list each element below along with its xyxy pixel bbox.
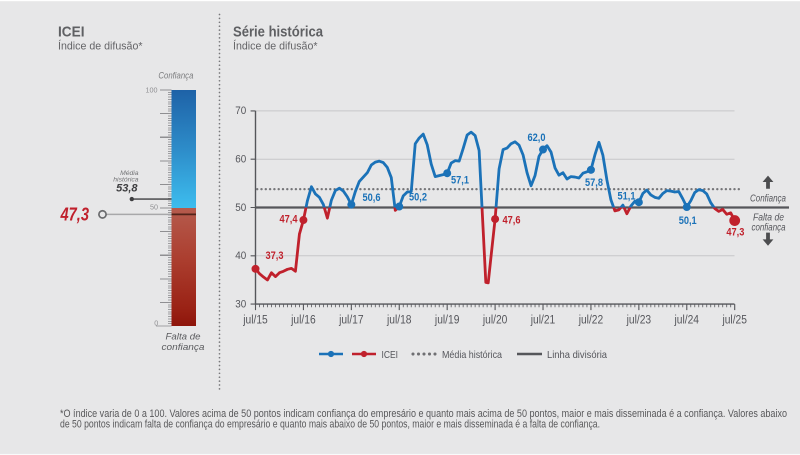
svg-text:70: 70 — [235, 105, 246, 117]
svg-text:jul/20: jul/20 — [482, 314, 507, 326]
svg-text:47,3: 47,3 — [60, 203, 90, 224]
svg-text:50,1: 50,1 — [679, 215, 697, 227]
svg-text:Falta de: Falta de — [166, 332, 201, 343]
svg-text:40: 40 — [235, 250, 246, 262]
svg-text:47,6: 47,6 — [503, 214, 521, 226]
svg-text:60: 60 — [235, 154, 246, 166]
svg-text:50: 50 — [235, 202, 246, 214]
svg-text:jul/24: jul/24 — [674, 314, 700, 326]
svg-text:57,8: 57,8 — [585, 177, 603, 189]
svg-text:confiança: confiança — [752, 223, 786, 234]
svg-text:jul/19: jul/19 — [434, 314, 459, 326]
svg-text:47,3: 47,3 — [726, 227, 744, 239]
svg-text:jul/21: jul/21 — [530, 314, 555, 326]
svg-text:Índice de difusão*: Índice de difusão* — [58, 40, 143, 53]
svg-text:confiança: confiança — [162, 342, 205, 353]
svg-text:Média histórica: Média histórica — [442, 349, 502, 361]
svg-text:50,6: 50,6 — [363, 192, 381, 204]
svg-text:jul/17: jul/17 — [338, 314, 363, 326]
svg-text:50: 50 — [150, 202, 158, 211]
svg-text:jul/16: jul/16 — [290, 314, 315, 326]
svg-text:62,0: 62,0 — [528, 132, 546, 144]
svg-text:Média: Média — [120, 170, 139, 177]
svg-text:Série histórica: Série histórica — [233, 24, 324, 41]
svg-text:Falta de: Falta de — [753, 213, 784, 224]
svg-text:jul/18: jul/18 — [386, 314, 411, 326]
svg-text:de 50 pontos indicam falta de: de 50 pontos indicam falta de confiança … — [60, 419, 600, 431]
svg-text:Linha divisória: Linha divisória — [547, 349, 607, 361]
svg-text:jul/23: jul/23 — [626, 314, 651, 326]
svg-text:51,1: 51,1 — [618, 191, 636, 203]
svg-text:histórica: histórica — [113, 176, 139, 183]
svg-text:jul/25: jul/25 — [722, 314, 747, 326]
svg-text:47,4: 47,4 — [280, 214, 299, 226]
svg-text:53,8: 53,8 — [116, 183, 138, 195]
svg-text:jul/15: jul/15 — [242, 314, 267, 326]
svg-text:Confiança: Confiança — [158, 71, 193, 81]
svg-text:ICEI: ICEI — [382, 349, 399, 361]
svg-text:*O índice varia de 0 a 100. Va: *O índice varia de 0 a 100. Valores acim… — [60, 408, 787, 420]
svg-text:30: 30 — [235, 298, 246, 310]
svg-text:ICEI: ICEI — [58, 24, 85, 41]
svg-text:Índice de difusão*: Índice de difusão* — [233, 40, 318, 53]
svg-text:57,1: 57,1 — [451, 174, 469, 186]
svg-text:100: 100 — [146, 86, 158, 95]
svg-text:37,3: 37,3 — [266, 250, 284, 262]
svg-text:jul/22: jul/22 — [578, 314, 603, 326]
svg-text:50,2: 50,2 — [409, 192, 427, 204]
svg-text:0: 0 — [154, 319, 158, 328]
svg-text:Confiança: Confiança — [750, 194, 786, 205]
